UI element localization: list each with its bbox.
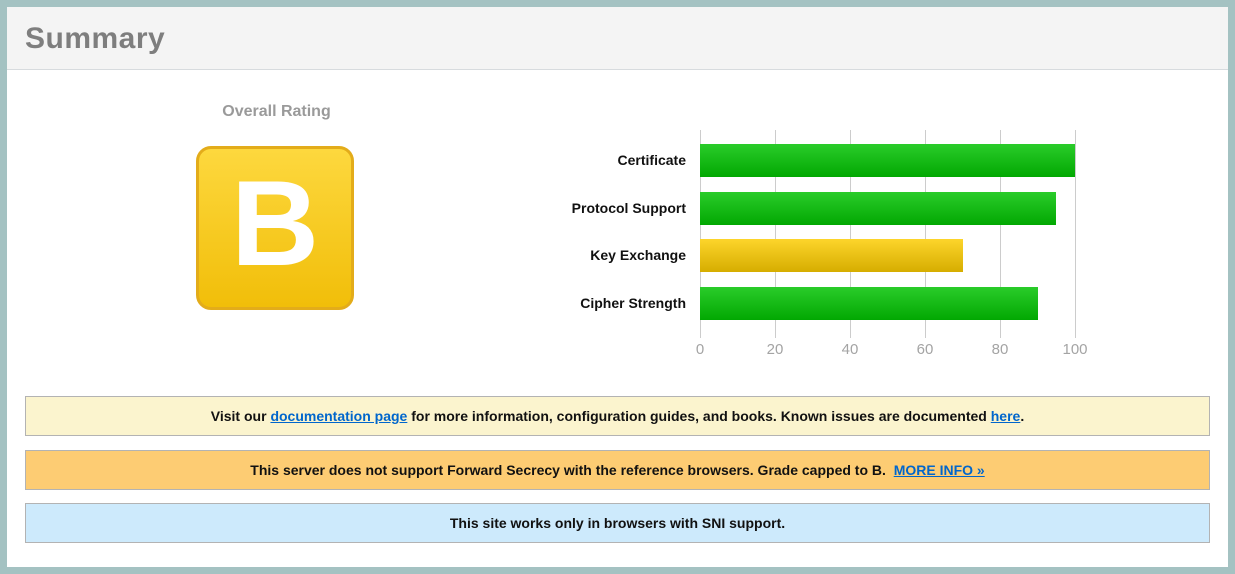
tick-mark-0 bbox=[700, 331, 701, 338]
tick-label-60: 60 bbox=[916, 341, 934, 358]
tick-mark-80 bbox=[1000, 331, 1001, 338]
tick-label-0: 0 bbox=[695, 341, 705, 358]
notice-forward-secrecy-text: This server does not support Forward Sec… bbox=[250, 462, 984, 478]
tick-mark-40 bbox=[850, 331, 851, 338]
grade-letter: B bbox=[230, 155, 320, 291]
notice-sni: This site works only in browsers with SN… bbox=[25, 503, 1210, 543]
tick-label-80: 80 bbox=[991, 341, 1009, 358]
bar-certificate bbox=[700, 144, 1075, 177]
summary-header: Summary bbox=[7, 7, 1228, 70]
tick-label-20: 20 bbox=[766, 341, 784, 358]
tick-label-40: 40 bbox=[841, 341, 859, 358]
page-title: Summary bbox=[25, 22, 166, 55]
gridline-100 bbox=[1075, 130, 1076, 331]
notice-text-segment: . bbox=[1020, 408, 1025, 424]
notice-text-segment: Visit our bbox=[210, 408, 271, 424]
bar-label-cipher-strength: Cipher Strength bbox=[580, 295, 686, 311]
gridline-40 bbox=[850, 130, 851, 331]
bar-cipher-strength bbox=[700, 287, 1038, 320]
more-info-link[interactable]: MORE INFO » bbox=[893, 462, 985, 478]
notice-text-segment: This server does not support Forward Sec… bbox=[250, 462, 894, 478]
notice-documentation: Visit our documentation page for more in… bbox=[25, 396, 1210, 436]
score-bar-chart: 0 20 40 60 80 100 Certificate Protocol Support K… bbox=[572, 130, 1088, 358]
overall-rating-label: Overall Rating bbox=[222, 103, 331, 120]
gridline-20 bbox=[775, 130, 776, 331]
bar-key-exchange bbox=[700, 239, 963, 272]
notice-forward-secrecy: This server does not support Forward Sec… bbox=[25, 450, 1210, 490]
tick-mark-100 bbox=[1075, 331, 1076, 338]
bar-label-protocol-support: Protocol Support bbox=[571, 200, 686, 216]
tick-mark-60 bbox=[925, 331, 926, 338]
documentation-page-link[interactable]: documentation page bbox=[270, 408, 408, 424]
gridline-80 bbox=[1000, 130, 1001, 331]
bar-label-key-exchange: Key Exchange bbox=[590, 247, 686, 263]
notice-documentation-text: Visit our documentation page for more in… bbox=[211, 408, 1024, 424]
gridline-60 bbox=[925, 130, 926, 331]
bar-label-certificate: Certificate bbox=[617, 152, 686, 168]
tick-label-100: 100 bbox=[1062, 341, 1088, 358]
grade-badge: B bbox=[196, 146, 354, 310]
notice-sni-text: This site works only in browsers with SN… bbox=[450, 515, 785, 531]
gridline-0 bbox=[700, 130, 701, 331]
known-issues-here-link[interactable]: here bbox=[990, 408, 1021, 424]
bar-protocol-support bbox=[700, 192, 1056, 225]
tick-mark-20 bbox=[775, 331, 776, 338]
notice-text-segment: This site works only in browsers with SN… bbox=[449, 515, 786, 531]
notice-text-segment: for more information, configuration guid… bbox=[407, 408, 991, 424]
